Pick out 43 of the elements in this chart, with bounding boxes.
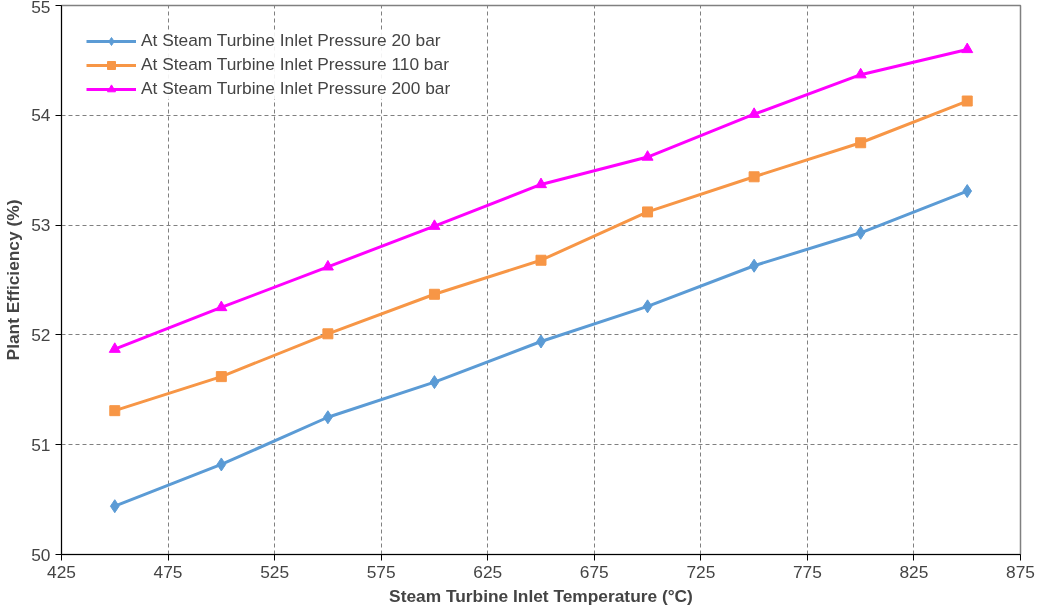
legend-label: At Steam Turbine Inlet Pressure 20 bar bbox=[141, 30, 441, 51]
x-tick-label: 475 bbox=[153, 561, 183, 582]
point bbox=[854, 67, 867, 79]
y-tick-label: 51 bbox=[31, 434, 51, 455]
x-tick-label: 675 bbox=[579, 561, 609, 582]
x-tick-label: 625 bbox=[473, 561, 503, 582]
x-tick-label: 775 bbox=[792, 561, 822, 582]
y-tick-label: 55 bbox=[31, 0, 51, 17]
legend-label: At Steam Turbine Inlet Pressure 110 bar bbox=[141, 54, 449, 75]
legend-label: At Steam Turbine Inlet Pressure 200 bar bbox=[141, 78, 451, 99]
x-tick-label: 725 bbox=[686, 561, 716, 582]
point bbox=[748, 107, 761, 118]
y-tick-label: 54 bbox=[31, 105, 51, 126]
point bbox=[322, 328, 334, 340]
point bbox=[962, 184, 973, 199]
y-tick-label: 52 bbox=[31, 324, 51, 345]
point bbox=[961, 95, 973, 107]
y-axis-title: Plant Efficiency (%) bbox=[3, 199, 24, 361]
point bbox=[215, 371, 227, 383]
point bbox=[215, 300, 228, 312]
point bbox=[428, 219, 441, 230]
point bbox=[108, 342, 121, 353]
point bbox=[321, 259, 334, 271]
point bbox=[642, 206, 654, 218]
point bbox=[535, 177, 547, 189]
x-tick-label: 825 bbox=[899, 561, 929, 582]
x-tick-label: 575 bbox=[366, 561, 396, 582]
point bbox=[961, 42, 974, 54]
point bbox=[535, 254, 547, 266]
x-tick-label: 525 bbox=[260, 561, 290, 582]
point bbox=[855, 225, 866, 240]
point bbox=[216, 457, 227, 472]
x-axis-title: Steam Turbine Inlet Temperature (°C) bbox=[389, 585, 693, 606]
point bbox=[748, 171, 760, 183]
point bbox=[642, 299, 653, 314]
x-tick-label: 875 bbox=[1006, 561, 1035, 582]
point bbox=[641, 150, 654, 161]
point bbox=[855, 137, 867, 149]
point bbox=[428, 288, 440, 300]
point bbox=[109, 405, 121, 417]
point bbox=[429, 375, 440, 390]
y-tick-label: 53 bbox=[31, 215, 51, 236]
point bbox=[109, 499, 120, 514]
